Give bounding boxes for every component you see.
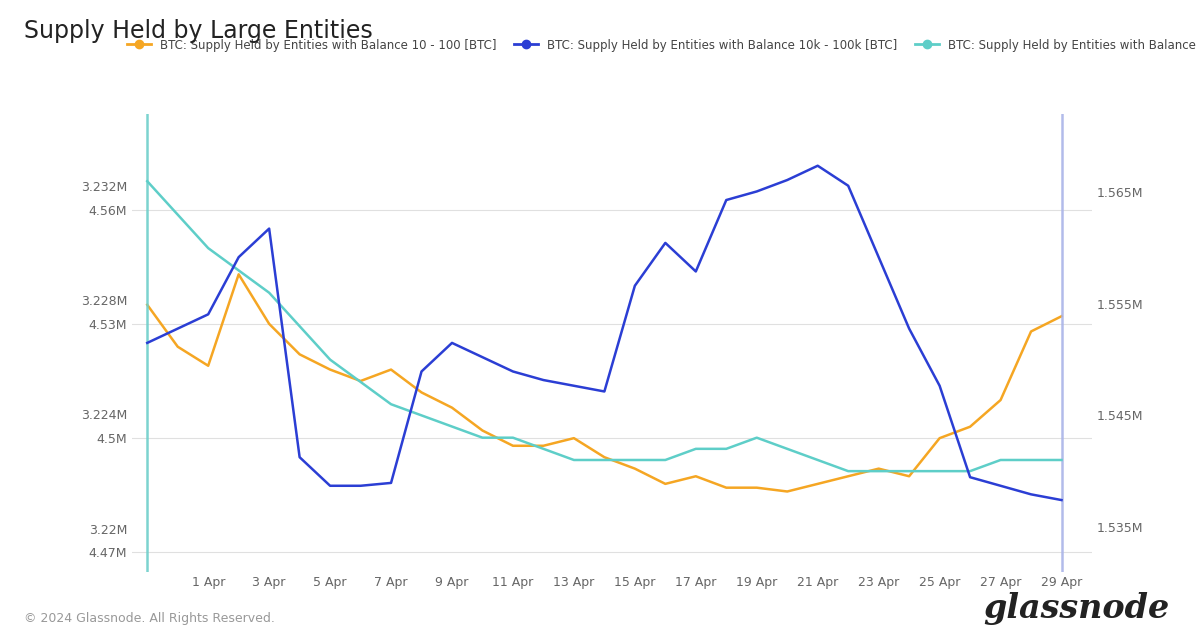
Text: glassnode: glassnode — [984, 592, 1170, 625]
Legend: BTC: Supply Held by Entities with Balance 10 - 100 [BTC], BTC: Supply Held by En: BTC: Supply Held by Entities with Balanc… — [122, 34, 1200, 57]
Text: Supply Held by Large Entities: Supply Held by Large Entities — [24, 19, 373, 43]
Text: © 2024 Glassnode. All Rights Reserved.: © 2024 Glassnode. All Rights Reserved. — [24, 613, 275, 625]
